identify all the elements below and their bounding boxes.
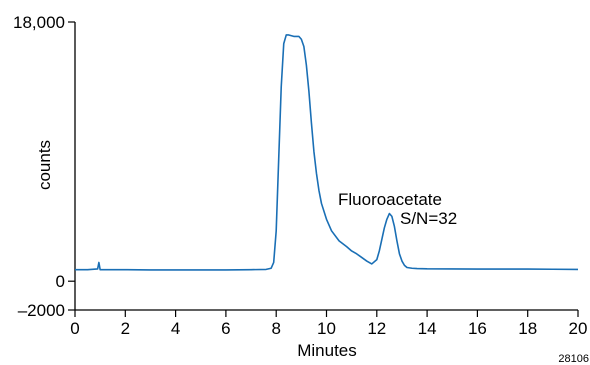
x-axis-label: Minutes bbox=[297, 341, 357, 360]
x-tick-label: 18 bbox=[518, 319, 537, 338]
x-tick-label: 8 bbox=[271, 319, 280, 338]
y-tick-label: 0 bbox=[56, 272, 65, 291]
x-tick-label: 2 bbox=[121, 319, 130, 338]
x-tick-label: 10 bbox=[317, 319, 336, 338]
series-line bbox=[75, 35, 578, 270]
x-tick-label: 6 bbox=[221, 319, 230, 338]
annotation-signal-to-noise: S/N=32 bbox=[400, 209, 457, 228]
y-tick-label: 18,000 bbox=[13, 13, 65, 32]
axes bbox=[75, 22, 578, 310]
x-tick-label: 4 bbox=[171, 319, 180, 338]
x-ticks: 0 2 4 6 8 10 12 14 16 18 20 bbox=[70, 310, 587, 338]
x-tick-label: 20 bbox=[569, 319, 588, 338]
x-tick-label: 0 bbox=[70, 319, 79, 338]
x-tick-label: 16 bbox=[468, 319, 487, 338]
annotation-compound-name: Fluoroacetate bbox=[338, 190, 442, 209]
y-axis-label: counts bbox=[35, 140, 54, 190]
y-tick-label: –2000 bbox=[18, 301, 65, 320]
figure-id-label: 28106 bbox=[558, 353, 589, 365]
x-tick-label: 12 bbox=[367, 319, 386, 338]
x-tick-label: 14 bbox=[418, 319, 437, 338]
